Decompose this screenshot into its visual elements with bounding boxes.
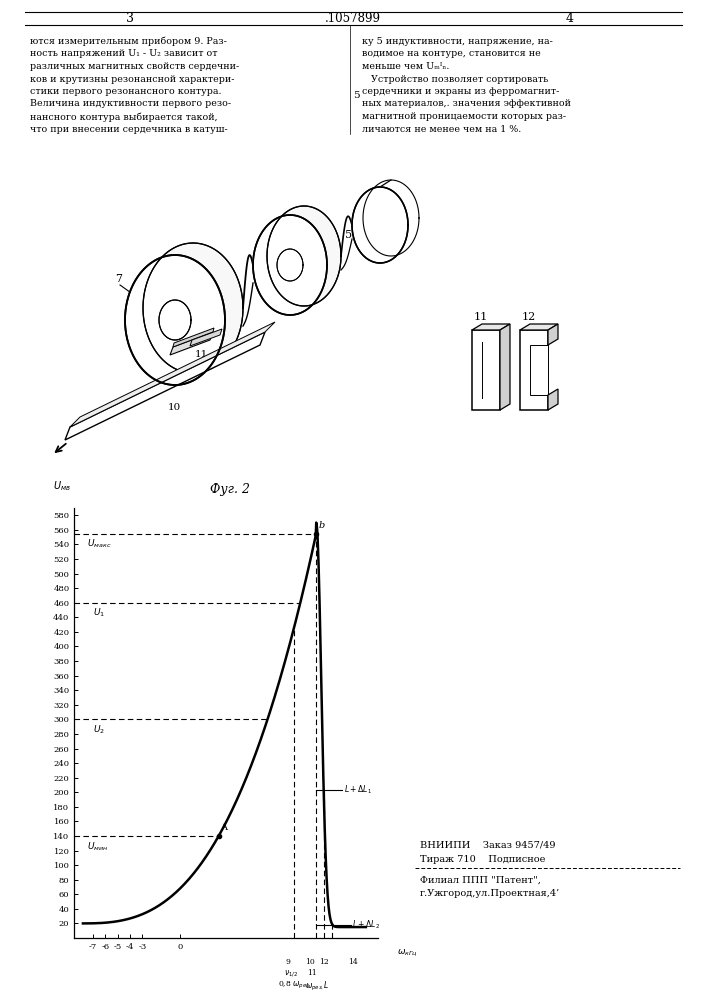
Text: $U_{мв}$: $U_{мв}$ — [53, 479, 71, 493]
Text: A: A — [221, 823, 228, 832]
Text: Тираж 710    Подписное: Тираж 710 Подписное — [420, 856, 545, 864]
Text: Величина индуктивности первого резо-: Величина индуктивности первого резо- — [30, 100, 231, 108]
Text: 12: 12 — [522, 312, 536, 322]
Text: 4: 4 — [566, 12, 574, 25]
Text: 11: 11 — [474, 312, 489, 322]
Polygon shape — [500, 324, 510, 410]
Text: $\omega_{кГц}$: $\omega_{кГц}$ — [397, 947, 418, 958]
Text: Фуг. 2: Фуг. 2 — [210, 484, 250, 496]
Polygon shape — [65, 332, 265, 440]
Text: водимое на контуре, становится не: водимое на контуре, становится не — [362, 49, 541, 58]
Text: ку 5 индуктивности, напряжение, на-: ку 5 индуктивности, напряжение, на- — [362, 37, 553, 46]
Text: что при внесении сердечника в катуш-: что при внесении сердечника в катуш- — [30, 124, 228, 133]
Text: ются измерительным прибором 9. Раз-: ются измерительным прибором 9. Раз- — [30, 37, 227, 46]
Text: Филиал ППП "Патент",: Филиал ППП "Патент", — [420, 876, 541, 884]
Text: $\nu_{1/2}$: $\nu_{1/2}$ — [284, 969, 298, 979]
Polygon shape — [472, 324, 510, 330]
Text: ных материалов,. значения эффективной: ных материалов,. значения эффективной — [362, 100, 571, 108]
Text: 0,8 $\omega_{рез}$: 0,8 $\omega_{рез}$ — [278, 980, 310, 991]
Text: 14: 14 — [349, 958, 358, 966]
Polygon shape — [70, 322, 275, 427]
Text: $L+\Delta L_2$: $L+\Delta L_2$ — [352, 918, 380, 931]
Text: $U_{мин}$: $U_{мин}$ — [87, 840, 108, 853]
Text: $L+\Delta L_1$: $L+\Delta L_1$ — [344, 783, 371, 796]
Polygon shape — [520, 330, 548, 410]
Text: нансного контура выбирается такой,: нансного контура выбирается такой, — [30, 112, 218, 121]
Text: ков и крутизны резонансной характери-: ков и крутизны резонансной характери- — [30, 75, 235, 84]
Text: 9: 9 — [285, 958, 290, 966]
Text: $U_2$: $U_2$ — [93, 723, 105, 736]
Text: стики первого резонансного контура.: стики первого резонансного контура. — [30, 87, 221, 96]
Polygon shape — [530, 345, 548, 395]
Polygon shape — [548, 389, 558, 410]
Text: личаются не менее чем на 1 %.: личаются не менее чем на 1 %. — [362, 124, 521, 133]
Text: 11: 11 — [308, 969, 317, 977]
Text: 5: 5 — [345, 230, 352, 240]
Text: 12: 12 — [319, 958, 329, 966]
Polygon shape — [125, 255, 225, 385]
Text: различных магнитных свойств сердечни-: различных магнитных свойств сердечни- — [30, 62, 239, 71]
Text: 3: 3 — [126, 12, 134, 25]
Text: Устройство позволяет сортировать: Устройство позволяет сортировать — [362, 75, 548, 84]
Text: ность напряжений U₁ - U₂ зависит от: ность напряжений U₁ - U₂ зависит от — [30, 49, 218, 58]
Text: г.Ужгород,ул.Проектная,4’: г.Ужгород,ул.Проектная,4’ — [420, 890, 560, 898]
Polygon shape — [253, 215, 327, 315]
Text: 11: 11 — [195, 350, 209, 359]
Text: .1057899: .1057899 — [325, 12, 381, 25]
Text: $U_{макс}$: $U_{макс}$ — [87, 538, 111, 550]
Text: 10: 10 — [168, 403, 181, 412]
Polygon shape — [173, 328, 214, 347]
Text: меньше чем Uₘᴵₙ.: меньше чем Uₘᴵₙ. — [362, 62, 450, 71]
Text: сердечники и экраны из ферромагнит-: сердечники и экраны из ферромагнит- — [362, 87, 559, 96]
Text: $\omega_{рез,}L$: $\omega_{рез,}L$ — [305, 980, 329, 993]
Text: 7: 7 — [115, 274, 122, 284]
Polygon shape — [190, 329, 222, 346]
Polygon shape — [520, 324, 558, 330]
Text: ВНИИПИ    Заказ 9457/49: ВНИИПИ Заказ 9457/49 — [420, 840, 556, 850]
Polygon shape — [143, 243, 243, 373]
Text: 10: 10 — [305, 958, 315, 966]
Text: 5: 5 — [353, 91, 360, 100]
Polygon shape — [267, 206, 341, 306]
Text: магнитной проницаемости которых раз-: магнитной проницаемости которых раз- — [362, 112, 566, 121]
Polygon shape — [548, 324, 558, 345]
Polygon shape — [352, 187, 408, 263]
Polygon shape — [472, 330, 500, 410]
Polygon shape — [170, 332, 213, 355]
Text: $U_1$: $U_1$ — [93, 607, 105, 619]
Text: b: b — [319, 521, 325, 530]
